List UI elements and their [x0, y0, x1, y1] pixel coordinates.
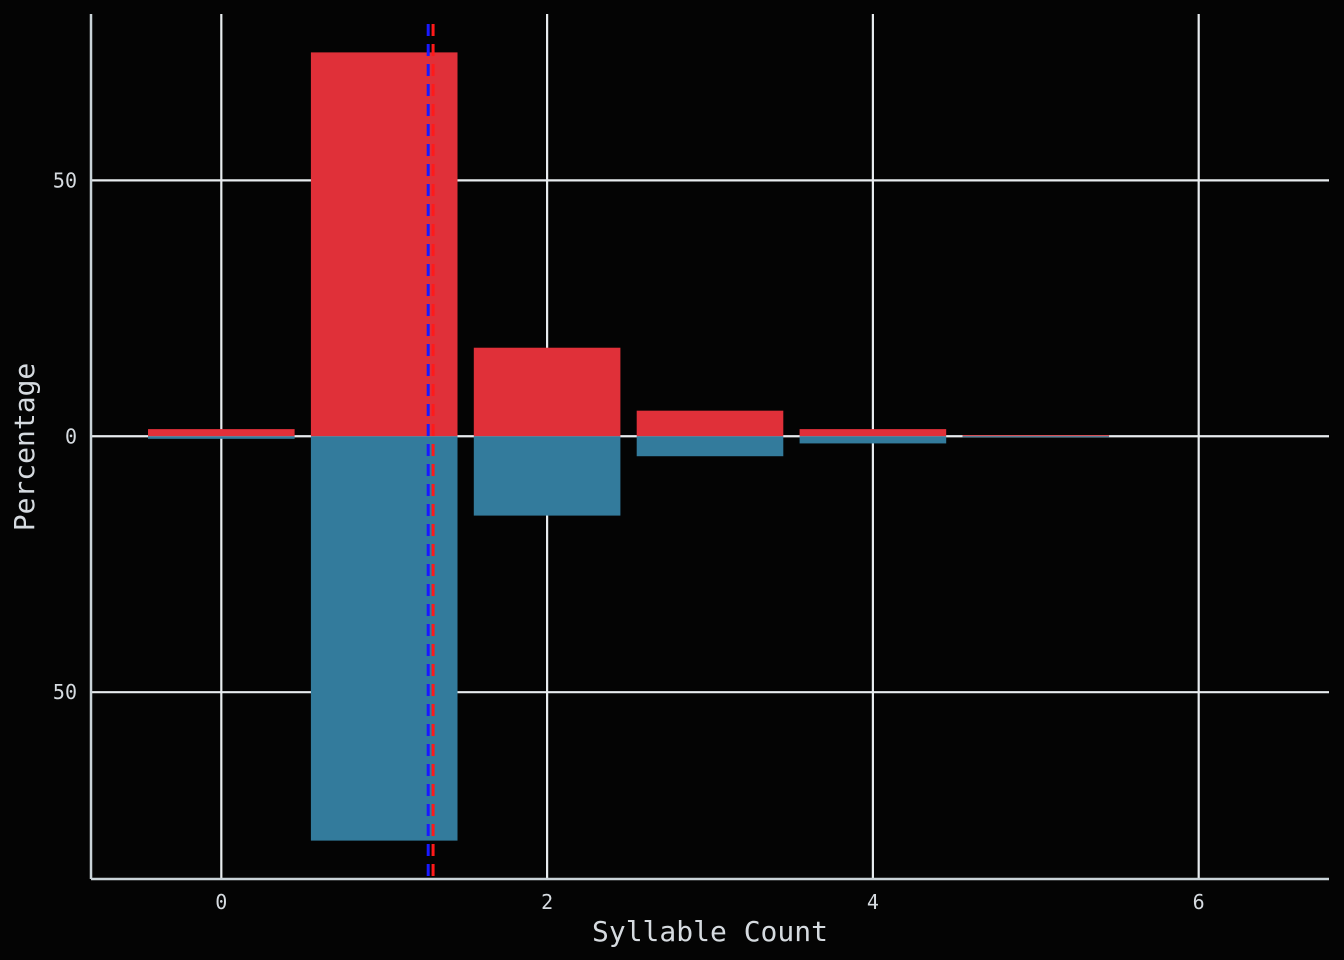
- bar-down-5: [962, 436, 1110, 438]
- bars-group: [148, 52, 1110, 841]
- axes: [89, 14, 1329, 881]
- bar-down-3: [636, 436, 784, 457]
- bar-up-2: [473, 347, 621, 437]
- tick-labels: 0 2 4 6 50 0 50: [53, 168, 1205, 914]
- x-tick-label-4: 4: [867, 890, 879, 914]
- bar-down-4: [799, 436, 947, 444]
- x-tick-label-0: 0: [215, 890, 227, 914]
- x-axis-title: Syllable Count: [592, 915, 828, 948]
- bar-down-2: [473, 436, 621, 516]
- x-tick-label-6: 6: [1193, 890, 1205, 914]
- mean-reference-lines: [426, 24, 435, 879]
- x-tick-label-2: 2: [541, 890, 553, 914]
- y-axis-title: Percentage: [8, 363, 41, 532]
- bar-up-1: [310, 52, 458, 437]
- bar-down-0: [148, 436, 295, 439]
- y-tick-label-1: 0: [65, 424, 77, 448]
- y-tick-label-2: 50: [53, 680, 77, 704]
- bar-up-4: [799, 429, 947, 437]
- bar-up-3: [636, 410, 784, 437]
- bar-down-1: [310, 436, 458, 841]
- bar-up-0: [148, 429, 295, 437]
- y-tick-label-0: 50: [53, 168, 77, 192]
- bar-up-5: [962, 435, 1110, 437]
